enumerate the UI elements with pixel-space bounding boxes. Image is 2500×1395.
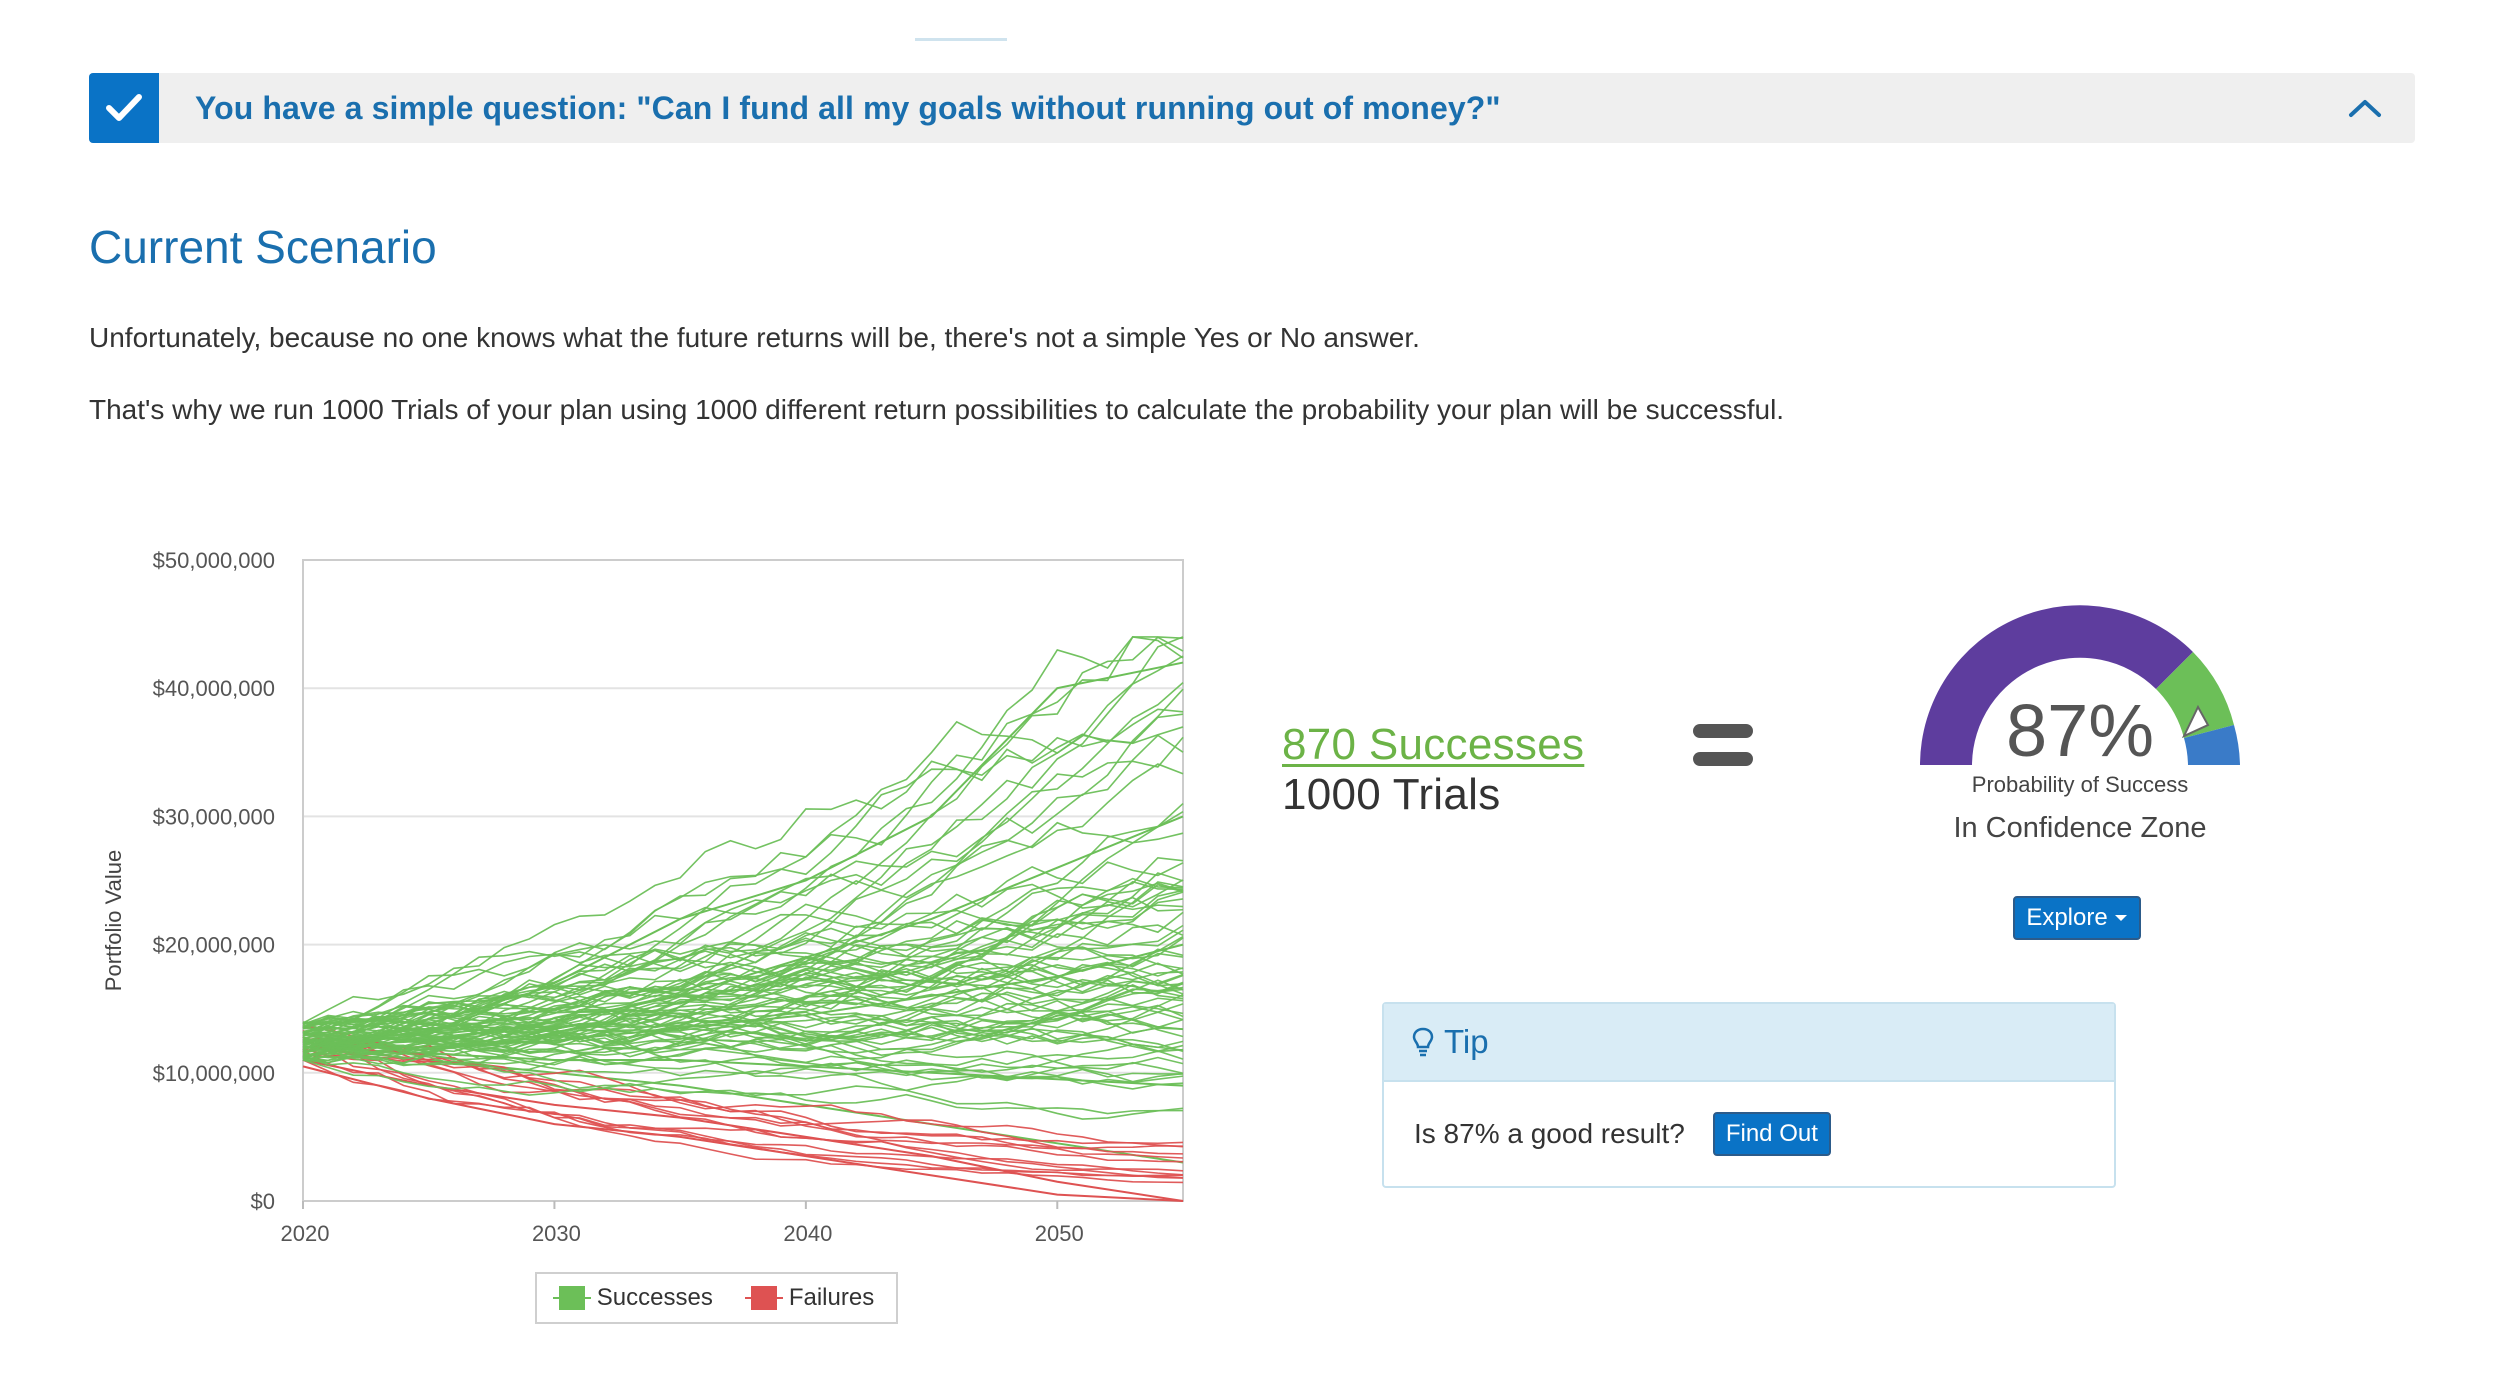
- gauge-label: Probability of Success: [1971, 772, 2189, 797]
- plot-frame: [302, 559, 1184, 1202]
- success-line: [302, 961, 1184, 1043]
- success-line: [302, 1023, 1184, 1068]
- chart-legend: Successes Failures: [535, 1272, 898, 1324]
- success-line: [302, 889, 1184, 1065]
- page-title: Current Scenario: [89, 221, 437, 273]
- success-line: [302, 1015, 1184, 1080]
- success-line: [302, 636, 1184, 1033]
- success-line: [302, 708, 1184, 1024]
- question-text: You have a simple question: "Can I fund …: [195, 89, 1501, 126]
- tip-body: Is 87% a good result? Find Out: [1384, 1082, 2114, 1186]
- failure-line: [302, 1050, 1184, 1177]
- failure-line: [302, 1026, 1184, 1150]
- success-line: [302, 911, 1184, 1054]
- success-line: [302, 636, 1184, 1034]
- success-line: [302, 636, 1184, 1037]
- intro-paragraph: Unfortunately, because no one knows what…: [89, 322, 1420, 353]
- question-accordion[interactable]: You have a simple question: "Can I fund …: [89, 73, 2415, 143]
- successes-link[interactable]: 870 Successes: [1282, 720, 1585, 769]
- gauge-percent: 87%: [2005, 689, 2155, 772]
- success-line: [302, 1029, 1184, 1066]
- equals-icon: [1693, 724, 1753, 770]
- success-line: [302, 974, 1184, 1053]
- success-line: [302, 946, 1184, 1046]
- trials-paragraph: That's why we run 1000 Trials of your pl…: [89, 394, 1785, 425]
- y-tick-label: $50,000,000: [153, 548, 275, 573]
- success-line: [302, 1055, 1184, 1115]
- success-line: [302, 713, 1184, 1041]
- tip-question: Is 87% a good result?: [1414, 1118, 1685, 1149]
- x-tick-label: 2030: [532, 1221, 581, 1246]
- success-line: [302, 904, 1184, 1051]
- explore-button-label: Explore: [2026, 904, 2108, 931]
- find-out-button[interactable]: Find Out: [1712, 1112, 1831, 1156]
- y-tick-label: $30,000,000: [153, 804, 275, 829]
- confidence-zone: In Confidence Zone: [1953, 812, 2207, 844]
- legend-label-failures: Failures: [788, 1284, 875, 1311]
- failure-line: [302, 1036, 1184, 1184]
- success-line: [302, 879, 1184, 1028]
- x-tick-label: 2020: [281, 1221, 330, 1246]
- failure-line: [302, 1029, 1184, 1148]
- chevron-up-icon[interactable]: [2335, 73, 2395, 143]
- lightbulb-icon: [1412, 1027, 1434, 1057]
- probability-gauge: [1900, 565, 2260, 785]
- tip-title: Tip: [1444, 1023, 1489, 1060]
- gauge-arc-high: [2184, 725, 2240, 765]
- success-line: [302, 946, 1184, 1047]
- y-tick-label: $20,000,000: [153, 933, 275, 958]
- top-tab-indicator: [915, 38, 1007, 41]
- success-line: [302, 999, 1184, 1050]
- gauge-arc-low: [1920, 605, 2193, 765]
- portfolio-chart: $0 $10,000,000 $20,000,000 $30,000,000 $40,0…: [90, 540, 1210, 1340]
- gauge-arc-mid: [2156, 652, 2234, 738]
- success-line: [302, 982, 1184, 1042]
- y-tick-label: $10,000,000: [153, 1061, 275, 1086]
- legend-failures[interactable]: Failures: [744, 1284, 875, 1312]
- y-tick-label: $40,000,000: [153, 676, 275, 701]
- caret-down-icon: [2114, 915, 2127, 921]
- legend-swatch-failures: [744, 1286, 783, 1310]
- x-tick-label: 2050: [1035, 1221, 1084, 1246]
- tip-header: Tip: [1384, 1004, 2114, 1082]
- legend-label-successes: Successes: [596, 1284, 713, 1311]
- explore-button[interactable]: Explore: [2013, 896, 2141, 940]
- success-line: [302, 1027, 1184, 1064]
- y-tick-label: $0: [251, 1189, 275, 1214]
- tip-panel: Tip Is 87% a good result? Find Out: [1382, 1002, 2116, 1188]
- success-line: [302, 1017, 1184, 1064]
- success-line: [302, 881, 1184, 1062]
- gauge-needle: [2181, 704, 2210, 739]
- failure-line: [302, 1039, 1184, 1179]
- legend-swatch-successes: [552, 1286, 591, 1310]
- success-line: [302, 883, 1184, 1035]
- legend-successes[interactable]: Successes: [552, 1284, 713, 1312]
- y-axis-label: Portfolio Value: [101, 850, 126, 991]
- check-icon: [89, 73, 159, 143]
- x-tick-label: 2040: [783, 1221, 832, 1246]
- trials-count: 1000 Trials: [1282, 770, 1501, 819]
- success-line: [302, 898, 1184, 1057]
